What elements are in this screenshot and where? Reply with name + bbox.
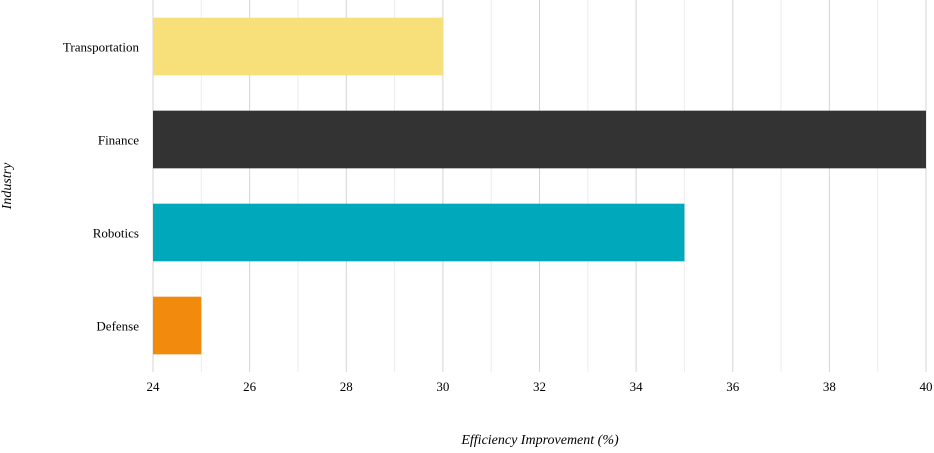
- y-category-label: Transportation: [63, 40, 140, 55]
- x-tick-label: 24: [147, 379, 161, 394]
- category-layer: Transportation Finance Robotics Defense: [63, 40, 140, 334]
- bar-defense: [153, 296, 202, 355]
- x-tick-label: 28: [340, 379, 353, 394]
- bar-robotics: [153, 203, 685, 262]
- y-category-label: Defense: [96, 319, 139, 334]
- y-category-label: Robotics: [93, 226, 139, 241]
- x-tick-label: 30: [436, 379, 449, 394]
- x-tick-label: 40: [920, 379, 933, 394]
- x-tick-label: 38: [823, 379, 836, 394]
- bar-finance: [153, 110, 926, 169]
- x-axis-title: Efficiency Improvement (%): [460, 433, 619, 448]
- bar-transportation: [153, 17, 443, 76]
- y-axis-title: Industry: [0, 162, 15, 210]
- x-tick-label: 36: [726, 379, 740, 394]
- y-category-label: Finance: [98, 133, 139, 148]
- x-tick-label: 26: [243, 379, 257, 394]
- tick-layer: 24 26 28 30 32 34 36 38 40: [147, 379, 933, 394]
- x-tick-label: 32: [533, 379, 546, 394]
- x-tick-label: 34: [630, 379, 644, 394]
- bar-layer: [153, 17, 926, 355]
